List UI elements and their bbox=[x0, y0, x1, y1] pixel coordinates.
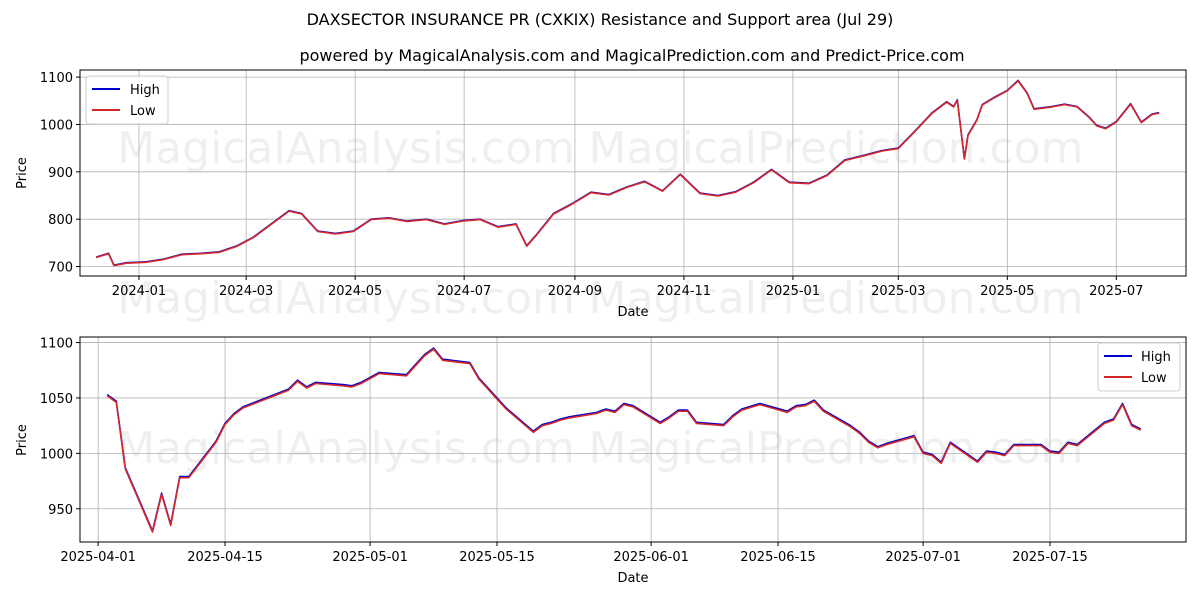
watermark-analysis: MagicalAnalysis.com bbox=[117, 273, 575, 324]
legend-high-label: High bbox=[1141, 350, 1171, 365]
y-tick-label: 800 bbox=[48, 213, 73, 228]
watermark-prediction: MagicalPrediction.com bbox=[589, 273, 1084, 324]
top-plot-frame bbox=[79, 69, 1187, 277]
x-tick-label: 2025-07 bbox=[1089, 284, 1143, 299]
bottom-legend: High Low bbox=[1097, 342, 1181, 392]
series-line-low bbox=[95, 80, 1160, 267]
y-tick-label: 900 bbox=[48, 166, 73, 181]
x-tick-label: 2024-03 bbox=[219, 284, 273, 299]
x-tick-label: 2024-09 bbox=[548, 284, 602, 299]
watermark-analysis: MagicalAnalysis.com bbox=[117, 123, 575, 174]
x-tick-label: 2025-01 bbox=[766, 284, 820, 299]
y-tick-label: 1000 bbox=[40, 118, 73, 133]
x-tick-label: 2025-06-15 bbox=[740, 550, 816, 565]
bottom-x-axis-label: Date bbox=[617, 571, 648, 586]
x-tick-label: 2025-04-15 bbox=[187, 550, 263, 565]
y-tick-label: 1100 bbox=[40, 337, 73, 352]
top-chart-panel: MagicalAnalysis.com MagicalPrediction.co… bbox=[15, 69, 1187, 324]
x-tick-label: 2024-11 bbox=[657, 284, 711, 299]
watermark-prediction: MagicalPrediction.com bbox=[589, 423, 1084, 474]
x-tick-label: 2025-04-01 bbox=[60, 550, 136, 565]
legend-low-label: Low bbox=[1141, 371, 1167, 386]
watermark-analysis: MagicalAnalysis.com bbox=[117, 423, 575, 474]
top-legend: High Low bbox=[85, 75, 169, 125]
legend-low-label: Low bbox=[130, 104, 156, 119]
x-tick-label: 2025-07-01 bbox=[885, 550, 961, 565]
x-tick-label: 2024-01 bbox=[112, 284, 166, 299]
bottom-y-axis-label: Price bbox=[15, 424, 30, 456]
watermark-prediction: MagicalPrediction.com bbox=[589, 123, 1084, 174]
x-tick-label: 2025-07-15 bbox=[1012, 550, 1088, 565]
x-tick-label: 2025-05-15 bbox=[459, 550, 535, 565]
x-tick-label: 2025-05 bbox=[980, 284, 1034, 299]
y-tick-label: 700 bbox=[48, 261, 73, 276]
bottom-plot-frame bbox=[79, 336, 1187, 543]
bottom-chart-panel: MagicalAnalysis.com MagicalPrediction.co… bbox=[15, 336, 1187, 586]
chart-title: DAXSECTOR INSURANCE PR (CXKIX) Resistanc… bbox=[307, 10, 894, 29]
x-tick-label: 2025-05-01 bbox=[332, 550, 408, 565]
x-tick-label: 2025-03 bbox=[871, 284, 925, 299]
y-tick-label: 1050 bbox=[40, 392, 73, 407]
top-y-axis-label: Price bbox=[15, 157, 30, 189]
x-tick-label: 2024-05 bbox=[328, 284, 382, 299]
series-line-low bbox=[106, 348, 1142, 533]
y-tick-label: 1100 bbox=[40, 71, 73, 86]
x-tick-label: 2024-07 bbox=[437, 284, 491, 299]
top-x-axis-label: Date bbox=[617, 305, 648, 320]
chart-subtitle: powered by MagicalAnalysis.com and Magic… bbox=[299, 46, 964, 65]
legend-high-label: High bbox=[130, 83, 160, 98]
series-line-high bbox=[106, 347, 1142, 532]
x-tick-label: 2025-06-01 bbox=[613, 550, 689, 565]
y-tick-label: 1000 bbox=[40, 447, 73, 462]
y-tick-label: 950 bbox=[48, 503, 73, 518]
